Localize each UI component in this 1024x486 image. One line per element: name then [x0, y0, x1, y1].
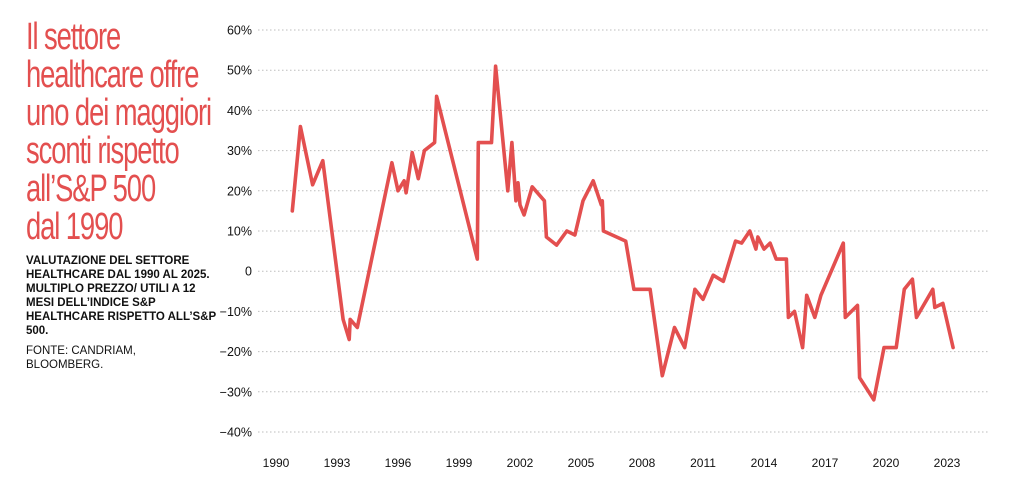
x-tick-label: 1999	[446, 456, 473, 470]
x-tick-label: 2017	[812, 456, 839, 470]
y-tick-label: 0	[245, 265, 252, 279]
chart-source: FONTE: CANDRIAM, BLOOMBERG.	[26, 345, 136, 371]
x-axis: 1990 1993 1996 1999 2002 2005 2008 2011 2014 2017…	[263, 456, 961, 470]
chart-title: Il settore healthcare offre uno dei magg…	[26, 18, 213, 246]
x-tick-label: 2005	[568, 456, 595, 470]
gridlines	[258, 29, 988, 433]
y-tick-label: 40%	[227, 104, 252, 118]
x-tick-label: 2023	[934, 456, 961, 470]
x-tick-label: 2011	[690, 456, 716, 470]
title-line: healthcare offre	[26, 54, 199, 96]
x-tick-label: 1996	[385, 456, 412, 470]
x-tick-label: 1990	[263, 456, 290, 470]
title-line: sconti rispetto	[26, 130, 180, 172]
y-tick-label: 30%	[227, 144, 252, 158]
title-line: dal 1990	[26, 206, 123, 248]
x-tick-label: 2008	[629, 456, 656, 470]
title-line: Il settore	[26, 16, 121, 58]
title-line: all’S&P 500	[26, 168, 156, 210]
y-tick-label: 60%	[227, 24, 252, 38]
title-line: uno dei maggiori	[26, 92, 212, 134]
chart-subtitle: VALUTAZIONE DEL SETTORE HEALTHCARE DAL 1…	[26, 255, 216, 337]
series-group	[290, 64, 955, 402]
y-axis: 60% 50% 40% 30% 20% 10% 0 −10% −20% −30% −40%	[220, 24, 252, 440]
y-tick-label: −40%	[220, 426, 252, 440]
header-panel: Il settore healthcare offre uno dei magg…	[26, 18, 216, 372]
x-tick-label: 2002	[507, 456, 534, 470]
y-tick-label: 50%	[227, 64, 252, 78]
y-tick-label: −30%	[220, 385, 252, 399]
y-tick-label: 20%	[227, 184, 252, 198]
y-tick-label: 10%	[227, 225, 252, 239]
y-tick-label: −20%	[220, 345, 252, 359]
x-tick-label: 2014	[751, 456, 778, 470]
series-line	[290, 64, 955, 402]
x-tick-label: 2020	[873, 456, 900, 470]
x-tick-label: 1993	[324, 456, 351, 470]
y-tick-label: −10%	[220, 305, 252, 319]
